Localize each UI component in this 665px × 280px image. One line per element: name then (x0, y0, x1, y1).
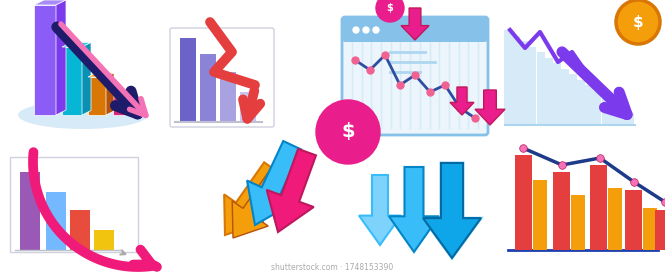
Bar (200, 54, 216, 122)
Point (595, 156, 605, 160)
Polygon shape (450, 87, 474, 115)
Polygon shape (423, 163, 481, 258)
Polygon shape (88, 73, 114, 77)
Bar (553, 63, 561, 125)
Polygon shape (232, 172, 283, 238)
Bar (577, 80, 585, 125)
Bar (520, 41, 528, 125)
Circle shape (376, 0, 404, 22)
Polygon shape (56, 0, 66, 115)
Text: $: $ (386, 3, 394, 13)
Circle shape (373, 27, 379, 33)
Bar (545, 58, 553, 125)
Point (455, 106, 465, 110)
Point (395, 83, 406, 87)
Bar (46, 192, 66, 250)
Polygon shape (112, 93, 128, 115)
Bar (529, 46, 537, 125)
Text: shutterstock.com · 1748153390: shutterstock.com · 1748153390 (271, 263, 393, 272)
Polygon shape (423, 163, 481, 258)
Bar (643, 208, 657, 250)
Polygon shape (34, 0, 66, 5)
Polygon shape (267, 149, 316, 232)
Bar (585, 85, 593, 125)
Bar (240, 92, 256, 122)
Polygon shape (112, 90, 134, 93)
Point (380, 53, 390, 57)
Circle shape (363, 27, 369, 33)
Point (660, 200, 665, 204)
Polygon shape (224, 162, 280, 235)
Bar (512, 36, 520, 125)
Point (517, 146, 528, 150)
Polygon shape (88, 77, 106, 115)
Bar (70, 210, 90, 250)
Bar (20, 172, 40, 250)
Bar (655, 210, 665, 250)
Point (425, 90, 436, 94)
Bar (180, 38, 196, 122)
Bar (608, 188, 622, 250)
Polygon shape (128, 90, 134, 115)
Bar (533, 180, 547, 250)
Polygon shape (247, 141, 301, 225)
FancyBboxPatch shape (10, 157, 138, 252)
FancyBboxPatch shape (170, 28, 274, 127)
Polygon shape (34, 5, 56, 115)
Bar (94, 230, 114, 250)
Point (364, 68, 375, 72)
Bar (537, 52, 545, 125)
Ellipse shape (18, 101, 148, 129)
Polygon shape (389, 167, 439, 252)
Text: $: $ (632, 15, 643, 29)
Bar (590, 165, 607, 250)
Bar (618, 107, 626, 125)
Point (628, 180, 639, 184)
Polygon shape (82, 43, 91, 115)
Polygon shape (401, 8, 429, 40)
Bar (569, 74, 577, 125)
Bar (625, 190, 642, 250)
Polygon shape (359, 175, 401, 245)
Bar (553, 172, 570, 250)
Point (557, 163, 567, 167)
Polygon shape (62, 47, 82, 115)
Polygon shape (62, 43, 91, 47)
Bar (515, 155, 532, 250)
Circle shape (616, 0, 660, 44)
Polygon shape (475, 90, 505, 125)
Circle shape (316, 100, 380, 164)
FancyBboxPatch shape (342, 17, 488, 135)
Bar (561, 69, 569, 125)
Bar (610, 102, 618, 125)
Point (469, 116, 480, 120)
FancyBboxPatch shape (343, 18, 487, 42)
Circle shape (353, 27, 359, 33)
Polygon shape (106, 73, 114, 115)
Bar (602, 96, 610, 125)
Bar (571, 195, 585, 250)
Point (440, 83, 450, 87)
Bar (504, 30, 512, 125)
Bar (220, 72, 236, 122)
Point (410, 73, 420, 77)
Bar (593, 91, 601, 125)
Point (350, 58, 360, 62)
Bar (626, 113, 634, 125)
Text: $: $ (341, 123, 355, 141)
